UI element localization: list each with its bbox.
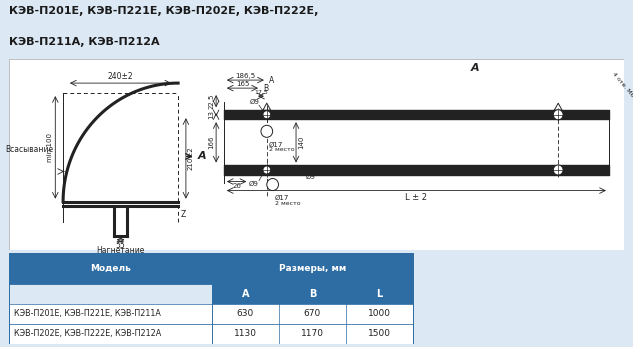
Text: Ø9: Ø9	[250, 99, 260, 105]
Text: 1130: 1130	[234, 329, 257, 338]
Bar	[9, 324, 413, 344]
Text: 13: 13	[208, 110, 214, 119]
Text: 1500: 1500	[368, 329, 391, 338]
Text: Ø17: Ø17	[269, 141, 283, 147]
Text: 165: 165	[235, 81, 249, 87]
Circle shape	[261, 125, 273, 137]
Text: 670: 670	[304, 309, 321, 318]
Text: A: A	[470, 63, 479, 73]
Text: 1170: 1170	[301, 329, 324, 338]
Text: Всасывание: Всасывание	[5, 145, 53, 154]
Text: A: A	[197, 151, 206, 161]
Text: 1000: 1000	[368, 309, 391, 318]
Text: L: L	[376, 289, 382, 299]
Text: A: A	[242, 289, 249, 299]
Text: 166: 166	[208, 136, 214, 149]
Text: 240±2: 240±2	[108, 72, 134, 81]
Text: 630: 630	[237, 309, 254, 318]
Text: 22,5: 22,5	[208, 93, 214, 109]
Text: 4 отв. М6: 4 отв. М6	[611, 71, 633, 98]
Text: B: B	[309, 289, 316, 299]
Text: 210±2: 210±2	[188, 147, 194, 170]
Text: B: B	[263, 84, 268, 93]
Text: Ø9: Ø9	[248, 180, 258, 187]
Text: КЭВ-П202Е, КЭВ-П222Е, КЭВ-П212А: КЭВ-П202Е, КЭВ-П222Е, КЭВ-П212А	[13, 329, 161, 338]
Text: КЭВ-П201Е, КЭВ-П221Е, КЭВ-П211А: КЭВ-П201Е, КЭВ-П221Е, КЭВ-П211А	[13, 309, 160, 318]
Text: КЭВ-П201Е, КЭВ-П221Е, КЭВ-П202Е, КЭВ-П222Е,: КЭВ-П201Е, КЭВ-П221Е, КЭВ-П202Е, КЭВ-П22…	[9, 6, 319, 16]
Text: Размеры, мм: Размеры, мм	[279, 264, 346, 273]
Text: Модель: Модель	[91, 264, 131, 273]
Text: 2 место: 2 место	[275, 201, 300, 206]
Text: Ø9: Ø9	[306, 174, 316, 179]
Circle shape	[266, 178, 279, 191]
Text: A: A	[269, 76, 274, 85]
Text: 26: 26	[232, 183, 241, 188]
Circle shape	[263, 166, 271, 174]
Text: 17,5: 17,5	[254, 90, 268, 95]
Text: min 100: min 100	[47, 133, 53, 162]
Bar	[9, 253, 413, 284]
Circle shape	[263, 111, 271, 119]
Bar	[9, 304, 413, 324]
Text: Z: Z	[181, 210, 186, 219]
Text: Нагнетание: Нагнетание	[96, 246, 145, 255]
Circle shape	[553, 110, 563, 120]
Text: Ø17: Ø17	[275, 195, 289, 201]
Text: 186,5: 186,5	[235, 73, 255, 79]
Bar	[212, 284, 413, 304]
Text: 55: 55	[116, 241, 125, 250]
Circle shape	[553, 165, 563, 175]
Text: КЭВ-П211А, КЭВ-П212А: КЭВ-П211А, КЭВ-П212А	[9, 37, 160, 47]
Text: L ± 2: L ± 2	[405, 193, 427, 202]
Text: 140: 140	[298, 136, 304, 149]
Text: 2 место: 2 место	[269, 147, 294, 152]
